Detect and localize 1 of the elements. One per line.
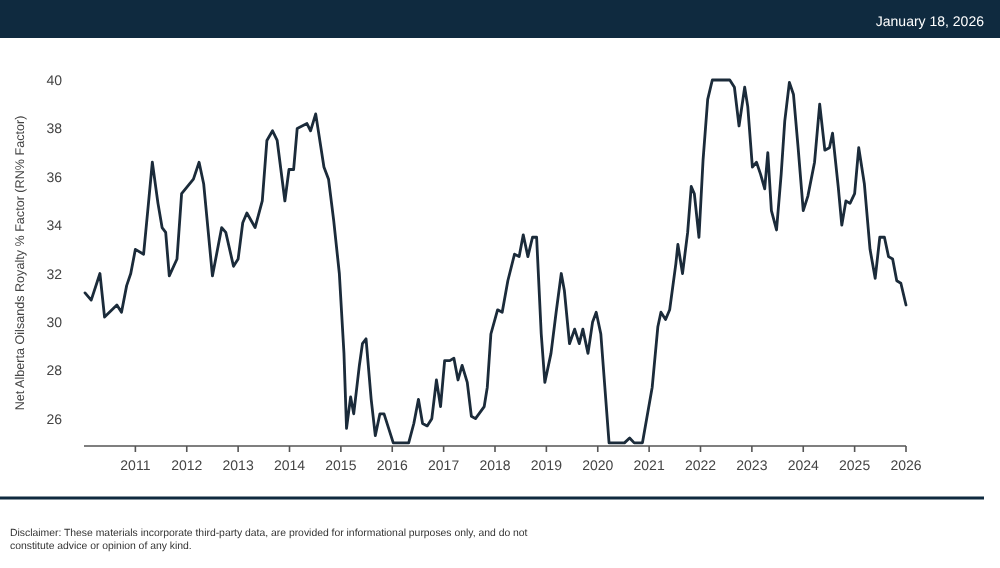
line-series [83, 78, 908, 445]
